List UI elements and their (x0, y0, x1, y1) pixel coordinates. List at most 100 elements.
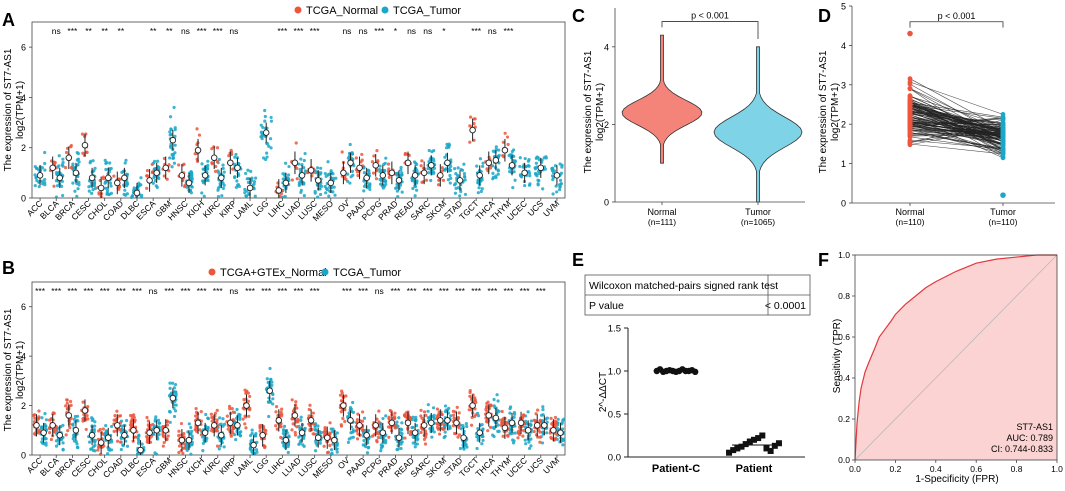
y-tick-label: 4 (21, 352, 26, 362)
tumor-point (297, 435, 301, 439)
tumor-point (1000, 146, 1006, 152)
significance-label: *** (342, 286, 353, 296)
tumor-point (217, 157, 221, 162)
tumor-median-marker (104, 434, 112, 441)
tumor-median-marker (331, 436, 338, 444)
tumor-point (220, 194, 224, 198)
tumor-point (558, 185, 562, 189)
tumor-point (189, 452, 193, 456)
tumor-point (1000, 126, 1006, 132)
tumor-point (61, 160, 65, 165)
pair-line (909, 133, 1004, 135)
tumor-point (302, 444, 306, 448)
tumor-point (400, 421, 404, 425)
tumor-point (174, 403, 178, 407)
y-tick-label: 0 (841, 199, 846, 209)
tumor-point (168, 156, 172, 160)
tumor-point (332, 185, 336, 189)
normal-point (472, 122, 476, 126)
significance-label: *** (84, 286, 95, 296)
tumor-point (367, 445, 371, 449)
pair-line (909, 110, 1004, 142)
tumor-point (269, 377, 273, 382)
tumor-point (271, 402, 275, 406)
tumor-point (61, 447, 65, 451)
tumor-point (90, 191, 94, 195)
x-tick-label: UVM (541, 455, 561, 475)
normal-point (193, 428, 197, 432)
tumor-point (103, 180, 108, 184)
tumor-point (216, 169, 220, 173)
normal-point (505, 422, 509, 426)
normal-point (84, 427, 88, 432)
tumor-point (556, 417, 560, 421)
tumor-point (265, 155, 269, 159)
tumor-point (77, 183, 81, 187)
tumor-point (313, 191, 317, 195)
panel-c: C The expression of ST7-AS1 log2(TPM+1) … (572, 6, 805, 227)
normal-median-marker (485, 412, 493, 419)
normal-point (343, 419, 347, 424)
tumor-point (362, 184, 367, 189)
tumor-point (351, 410, 356, 414)
tumor-point (477, 186, 481, 190)
normal-point (328, 421, 332, 425)
normal-point (361, 410, 365, 414)
legend-tumor-marker (381, 6, 389, 14)
significance-label: *** (213, 286, 224, 296)
pair-line (909, 88, 1004, 140)
significance-label: *** (164, 286, 175, 296)
plot-frame (854, 254, 1058, 461)
normal-point (181, 446, 186, 450)
tumor-point (222, 445, 226, 449)
normal-point (307, 407, 311, 412)
tumor-point (250, 438, 254, 442)
tumor-point (537, 158, 541, 162)
panel-d-ylabel-1: The expression of ST7-AS1 (818, 50, 829, 173)
tumor-point (449, 176, 453, 181)
tumor-point (253, 194, 257, 198)
tumor-point (443, 434, 447, 438)
tumor-point (297, 442, 301, 446)
tumor-point (527, 158, 531, 162)
tumor-point (399, 165, 403, 170)
tumor-point (523, 438, 527, 442)
tumor-median-marker (262, 129, 270, 136)
tumor-point (255, 450, 259, 454)
tumor-point (92, 182, 96, 187)
panel-e: E Wilcoxon matched-pairs signed rank tes… (572, 250, 811, 475)
tumor-point (560, 165, 564, 169)
tumor-point (246, 177, 251, 181)
normal-point (150, 162, 154, 166)
tumor-point (73, 189, 77, 193)
tumor-point (105, 192, 109, 196)
tumor-point (346, 440, 351, 444)
tumor-point (348, 408, 352, 412)
y-tick-label: 0.0 (838, 455, 850, 465)
tumor-point (130, 193, 135, 198)
tumor-point (140, 442, 144, 446)
tumor-point (348, 142, 352, 147)
normal-median-marker (340, 402, 347, 409)
tumor-point (347, 437, 351, 441)
tumor-point (507, 154, 511, 158)
normal-point (538, 419, 542, 423)
pair-line (909, 143, 1004, 155)
tumor-point (281, 195, 285, 199)
tumor-point (300, 162, 304, 167)
tumor-point (432, 166, 437, 170)
normal-point (198, 428, 202, 432)
tumor-point (265, 151, 269, 155)
tumor-median-marker (153, 427, 160, 434)
normal-point (403, 436, 407, 440)
normal-point (293, 433, 298, 437)
normal-point (343, 408, 347, 412)
tumor-point (541, 408, 545, 412)
tumor-point (399, 440, 403, 444)
normal-point (325, 450, 330, 455)
tumor-point (174, 392, 178, 396)
tumor-point (511, 186, 515, 190)
pair-line (909, 122, 1004, 138)
tumor-point (140, 193, 144, 197)
tumor-point (34, 176, 38, 180)
